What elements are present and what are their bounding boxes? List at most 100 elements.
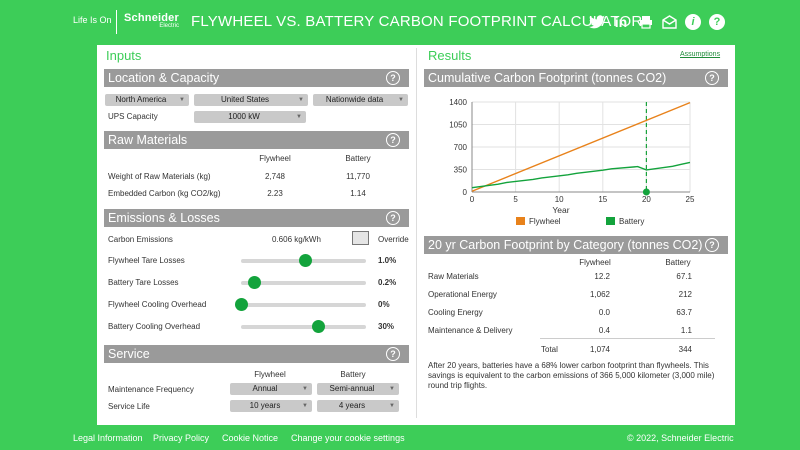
life-is-on-tagline: Life Is On (73, 15, 112, 25)
service-col-flywheel: Flywheel (254, 370, 286, 379)
y-tick-label: 1400 (449, 98, 467, 107)
embedded-carbon-flywheel: 2.23 (267, 189, 283, 198)
y-tick-label: 0 (463, 188, 468, 197)
region-value: North America (115, 95, 167, 104)
category-help-icon[interactable]: ? (705, 238, 719, 252)
help-icon[interactable]: ? (708, 13, 726, 31)
total-divider (540, 338, 715, 339)
battery-tare-slider-handle[interactable] (247, 276, 261, 289)
country-value: United States (220, 95, 270, 104)
raw-materials-section-header: Raw Materials ? (104, 131, 409, 149)
copyright-text: © 2022, Schneider Electric (627, 433, 734, 443)
legend-swatch-battery (606, 217, 615, 225)
battery-cooling-slider[interactable] (241, 325, 366, 329)
x-tick-label: 25 (686, 195, 695, 204)
flywheel-frequency-value: Annual (252, 384, 278, 393)
embedded-carbon-label: Embedded Carbon (kg CO2/kg) (108, 189, 221, 198)
flywheel-cooling-label: Flywheel Cooling Overhead (108, 300, 207, 309)
raw-weight-label: Weight of Raw Materials (kg) (108, 172, 211, 181)
raw-materials-section-title: Raw Materials (108, 133, 188, 147)
cookie-notice-link[interactable]: Cookie Notice (222, 433, 279, 443)
legal-information-link[interactable]: Legal Information (73, 433, 143, 443)
battery-tare-slider[interactable] (241, 281, 366, 285)
battery-life-select[interactable]: 4 years ▼ (317, 400, 399, 412)
raw-materials-flywheel: 12.2 (594, 272, 610, 281)
chevron-down-icon: ▼ (302, 403, 308, 409)
flywheel-frequency-select[interactable]: Annual ▼ (230, 383, 312, 395)
service-col-battery: Battery (340, 370, 366, 379)
logo-divider (116, 10, 117, 34)
ups-capacity-select[interactable]: 1000 kW ▼ (194, 111, 306, 123)
cooling-energy-battery: 63.7 (676, 308, 692, 317)
service-section-header: Service ? (104, 345, 409, 363)
battery-cooling-slider-handle[interactable] (311, 320, 325, 333)
cookie-settings-link[interactable]: Change your cookie settings (291, 433, 405, 443)
legend-swatch-flywheel (516, 217, 525, 225)
service-help-icon[interactable]: ? (386, 347, 400, 361)
operational-energy-label: Operational Energy (428, 290, 497, 299)
privacy-policy-link[interactable]: Privacy Policy (153, 433, 210, 443)
cumulative-chart: 0 350 700 1050 1400 0 5 10 15 20 25 Year Flywheel Bat… (449, 98, 695, 226)
raw-col-battery: Battery (345, 154, 371, 163)
header-bar: Life Is On Schneider Electric FLYWHEEL V… (0, 0, 800, 45)
flywheel-life-select[interactable]: 10 years ▼ (230, 400, 312, 412)
location-section-header: Location & Capacity ? (104, 69, 409, 87)
chevron-down-icon: ▼ (298, 97, 304, 103)
flywheel-tare-value: 1.0% (378, 256, 397, 265)
battery-cooling-label: Battery Cooling Overhead (108, 322, 201, 331)
flywheel-tare-slider-handle[interactable] (299, 254, 312, 267)
flywheel-cooling-slider-handle[interactable] (235, 298, 248, 311)
cooling-energy-label: Cooling Energy (428, 308, 483, 317)
location-help-icon[interactable]: ? (386, 71, 400, 85)
x-tick-label: 5 (513, 195, 518, 204)
cumulative-help-icon[interactable]: ? (705, 71, 719, 85)
raw-materials-label: Raw Materials (428, 272, 479, 281)
twitter-icon[interactable] (588, 13, 606, 31)
battery-frequency-select[interactable]: Semi-annual ▼ (317, 383, 399, 395)
maintenance-delivery-battery: 1.1 (680, 326, 692, 335)
maintenance-frequency-label: Maintenance Frequency (108, 385, 194, 394)
y-tick-label: 700 (454, 143, 468, 152)
year-marker-handle (642, 188, 650, 196)
battery-life-value: 4 years (338, 401, 366, 410)
assumptions-link[interactable]: Assumptions (680, 51, 721, 58)
service-section-title: Service (108, 347, 150, 361)
category-table-title: 20 yr Carbon Footprint by Category (tonn… (428, 238, 703, 252)
ups-capacity-value: 1000 kW (228, 112, 260, 121)
raw-weight-battery: 11,770 (346, 172, 370, 181)
linkedin-icon[interactable]: in (614, 14, 628, 30)
footer-bar: Legal Information Privacy Policy Cookie … (0, 425, 800, 450)
x-tick-label: 0 (470, 195, 475, 204)
raw-materials-battery: 67.1 (676, 272, 692, 281)
email-icon[interactable] (660, 13, 678, 31)
x-tick-label: 15 (598, 195, 607, 204)
column-divider (416, 48, 417, 418)
battery-tare-label: Battery Tare Losses (108, 278, 179, 287)
data-source-select[interactable]: Nationwide data ▼ (313, 94, 408, 106)
chevron-down-icon: ▼ (398, 97, 404, 103)
chevron-down-icon: ▼ (179, 97, 185, 103)
maintenance-delivery-flywheel: 0.4 (598, 326, 610, 335)
table-col-battery: Battery (665, 258, 691, 267)
legend-label-flywheel: Flywheel (529, 217, 561, 226)
flywheel-cooling-slider[interactable] (241, 303, 366, 307)
carbon-emissions-value: 0.606 kg/kWh (272, 235, 321, 244)
x-tick-label: 20 (642, 195, 651, 204)
flywheel-cooling-value: 0% (378, 300, 390, 309)
region-select[interactable]: North America ▼ (105, 94, 189, 106)
override-checkbox[interactable] (352, 231, 369, 245)
chevron-down-icon: ▼ (302, 386, 308, 392)
info-icon[interactable]: i (684, 13, 702, 31)
ups-capacity-label: UPS Capacity (108, 112, 158, 121)
country-select[interactable]: United States ▼ (194, 94, 308, 106)
left-margin-bar (0, 45, 97, 425)
flywheel-life-value: 10 years (249, 401, 281, 410)
raw-materials-help-icon[interactable]: ? (386, 133, 400, 147)
category-section-header: 20 yr Carbon Footprint by Category (tonn… (424, 236, 728, 254)
battery-cooling-value: 30% (378, 322, 395, 331)
emissions-help-icon[interactable]: ? (386, 211, 400, 225)
y-tick-label: 1050 (449, 121, 467, 130)
schneider-logo[interactable]: Schneider Electric (124, 12, 179, 29)
print-icon[interactable] (637, 13, 655, 31)
